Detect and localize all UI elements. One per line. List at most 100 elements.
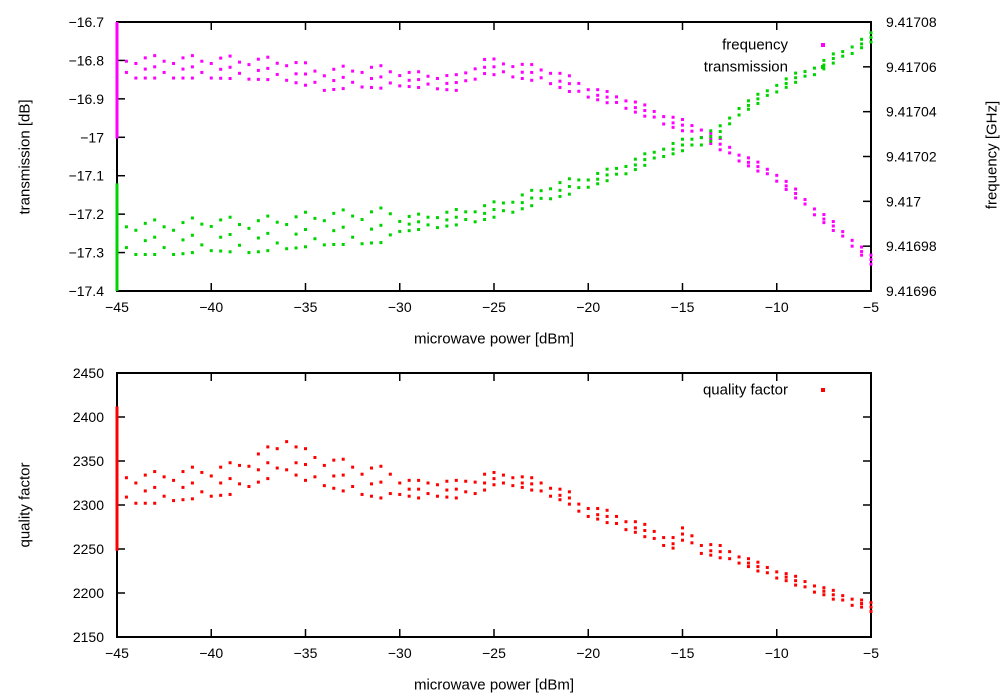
data-point <box>794 196 798 200</box>
data-point <box>209 474 213 478</box>
data-point <box>624 106 628 110</box>
data-point <box>567 502 571 506</box>
data-point <box>238 71 242 75</box>
data-point <box>398 219 402 223</box>
data-point <box>746 557 750 561</box>
legend-marker-transmission <box>821 65 825 69</box>
data-point <box>728 550 732 554</box>
y-tick-label: 2250 <box>73 541 104 557</box>
data-point <box>275 72 279 76</box>
data-point <box>294 246 298 250</box>
data-point <box>699 136 703 140</box>
data-point <box>435 216 439 220</box>
data-point <box>643 103 647 107</box>
data-point <box>369 210 373 214</box>
data-point <box>605 173 609 177</box>
data-point <box>567 177 571 181</box>
data-point <box>756 569 760 573</box>
data-point <box>256 452 260 456</box>
data-point <box>153 470 157 474</box>
plot-frame <box>116 372 872 638</box>
data-point <box>483 65 487 69</box>
data-point <box>784 85 788 89</box>
data-point <box>718 130 722 134</box>
data-point <box>746 107 750 111</box>
data-point <box>369 241 373 245</box>
data-point <box>266 445 270 449</box>
data-point <box>247 77 251 81</box>
data-point <box>398 481 402 485</box>
data-point <box>483 488 487 492</box>
data-point <box>860 598 864 602</box>
data-point <box>181 238 185 242</box>
x-tick-label: −20 <box>576 645 600 661</box>
data-point <box>209 224 213 228</box>
data-point <box>313 80 317 84</box>
data-point <box>388 212 392 216</box>
data-point <box>737 113 741 117</box>
data-point <box>181 76 185 80</box>
data-point <box>417 212 421 216</box>
data-point <box>615 95 619 99</box>
data-point <box>728 151 732 155</box>
data-point <box>812 584 816 588</box>
data-point <box>633 163 637 167</box>
data-point <box>153 252 157 256</box>
data-point <box>190 465 194 469</box>
data-point <box>530 476 534 480</box>
data-point <box>266 214 270 218</box>
data-point <box>454 496 458 500</box>
data-point <box>784 184 788 188</box>
data-point <box>520 76 524 80</box>
data-point <box>709 543 713 547</box>
data-point <box>831 52 835 56</box>
data-point <box>266 231 270 235</box>
y2-tick-label: 9.41696 <box>886 283 937 299</box>
data-point <box>341 225 345 229</box>
x-tick-label: −40 <box>199 299 223 315</box>
data-point <box>200 490 204 494</box>
data-point <box>756 169 760 173</box>
data-point <box>322 463 326 467</box>
data-point <box>162 494 166 498</box>
data-point <box>511 484 515 488</box>
data-point <box>360 492 364 496</box>
data-point <box>520 475 524 479</box>
data-point <box>294 81 298 85</box>
data-point <box>633 100 637 104</box>
data-point <box>549 82 553 86</box>
data-point <box>549 187 553 191</box>
data-point <box>530 78 534 82</box>
data-point <box>671 115 675 119</box>
data-point <box>294 72 298 76</box>
data-point <box>228 492 232 496</box>
data-point <box>388 492 392 496</box>
data-point <box>812 66 816 70</box>
data-point <box>483 72 487 76</box>
data-point <box>690 541 694 545</box>
data-point <box>605 95 609 99</box>
y2-tick-label: 9.41704 <box>886 104 937 120</box>
data-point <box>822 221 826 225</box>
data-point <box>143 473 147 477</box>
data-point <box>351 235 355 239</box>
data-point <box>143 489 147 493</box>
data-point <box>831 597 835 601</box>
data-point <box>388 81 392 85</box>
data-point <box>115 470 119 474</box>
series-quality-factor <box>115 406 873 613</box>
data-point <box>699 551 703 555</box>
x-tick-label: −10 <box>765 645 789 661</box>
data-point <box>784 575 788 579</box>
data-point <box>219 56 223 60</box>
data-point <box>351 465 355 469</box>
data-point <box>256 57 260 61</box>
data-point <box>718 543 722 547</box>
data-point <box>256 77 260 81</box>
y2-tick-label: 9.41698 <box>886 238 937 254</box>
data-point <box>219 67 223 71</box>
data-point <box>596 88 600 92</box>
data-point <box>313 475 317 479</box>
data-point <box>238 223 242 227</box>
data-point <box>662 155 666 158</box>
